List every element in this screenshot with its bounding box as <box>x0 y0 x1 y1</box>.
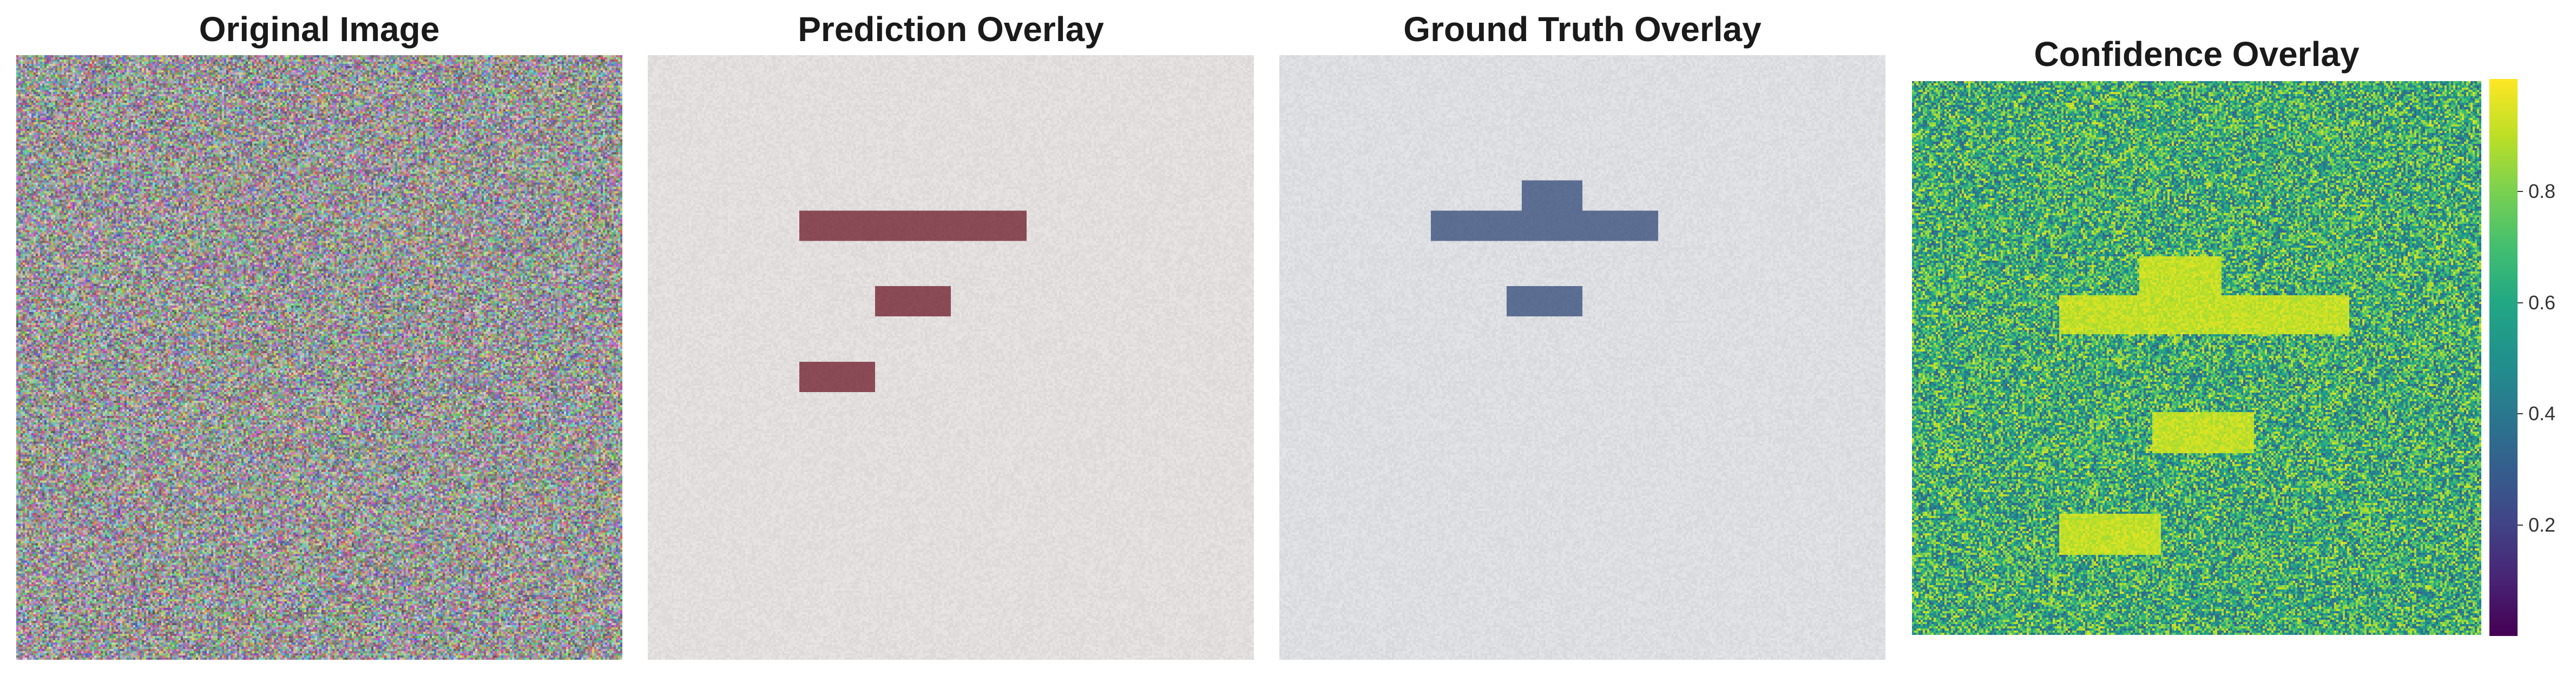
colorbar-gradient <box>2489 79 2518 636</box>
prediction-overlay-title: Prediction Overlay <box>798 10 1104 49</box>
confidence-overlay <box>1912 81 2481 635</box>
colorbar-label-0-8: 0.8 <box>2528 180 2556 202</box>
prediction-overlay-canvas <box>648 55 1254 660</box>
colorbar-tick-0-2 <box>2518 525 2523 526</box>
prediction-overlay <box>648 55 1254 660</box>
colorbar-label-0-2: 0.2 <box>2528 514 2556 536</box>
colorbar-tick-0-6 <box>2518 302 2523 303</box>
confidence-overlay-title: Confidence Overlay <box>2034 35 2360 74</box>
colorbar-tick-0-4 <box>2518 413 2523 414</box>
colorbar-label-0-6: 0.6 <box>2528 291 2556 314</box>
ground-truth-overlay-canvas <box>1279 55 1885 660</box>
confidence-colorbar <box>2489 79 2518 636</box>
original-image <box>16 55 622 660</box>
ground-truth-overlay <box>1279 55 1885 660</box>
original-image-canvas <box>16 55 622 660</box>
colorbar-tick-0-8 <box>2518 191 2523 192</box>
colorbar-label-0-4: 0.4 <box>2528 402 2556 425</box>
original-image-title: Original Image <box>199 10 440 49</box>
ground-truth-overlay-title: Ground Truth Overlay <box>1403 10 1762 49</box>
confidence-overlay-canvas <box>1912 81 2481 635</box>
